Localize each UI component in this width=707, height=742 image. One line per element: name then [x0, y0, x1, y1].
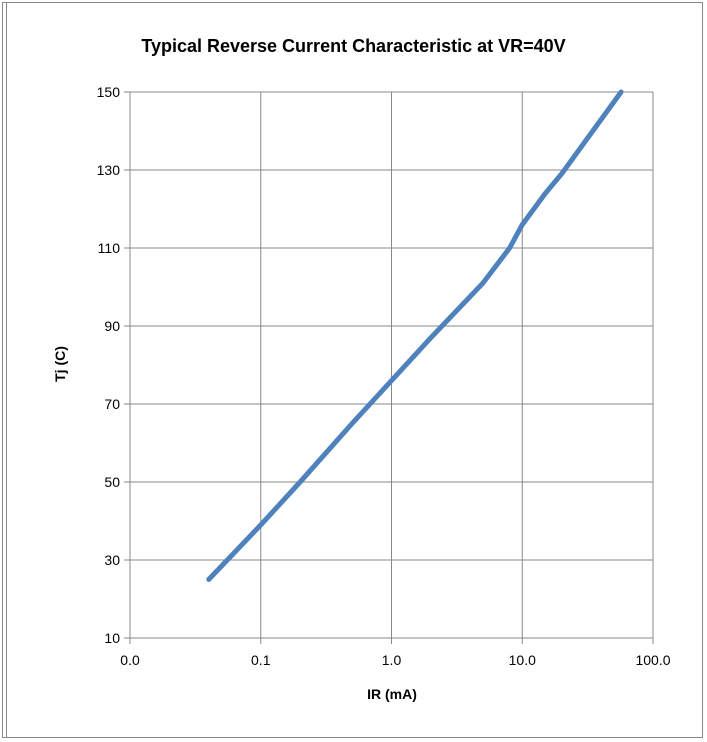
- y-tick-label: 70: [104, 396, 120, 412]
- y-tick-label: 90: [104, 318, 120, 334]
- y-tick-label: 10: [104, 630, 120, 646]
- x-tick-label: 1.0: [382, 652, 402, 668]
- tick-labels: 10 30 50 70 90 110 130 150 0.0 0.1 1.0 10.0 100.0: [97, 84, 671, 668]
- grid-lines: [129, 91, 654, 639]
- axes: [124, 91, 654, 644]
- series-line: [206, 89, 624, 582]
- chart-border-bottom-line: [6, 737, 703, 738]
- y-tick-label: 50: [104, 474, 120, 490]
- chart-border-left-line: [6, 2, 7, 738]
- y-tick-label: 150: [97, 84, 121, 100]
- x-tick-label: 0.1: [251, 652, 271, 668]
- y-tick-label: 130: [97, 162, 121, 178]
- chart-title: Typical Reverse Current Characteristic a…: [141, 36, 566, 56]
- x-tick-label: 100.0: [635, 652, 670, 668]
- series-layer: [206, 89, 624, 582]
- x-tick-label: 10.0: [509, 652, 536, 668]
- y-tick-label: 30: [104, 552, 120, 568]
- y-tick-label: 110: [98, 240, 121, 256]
- x-tick-label: 0.0: [120, 652, 140, 668]
- x-axis-label: IR (mA): [367, 686, 417, 702]
